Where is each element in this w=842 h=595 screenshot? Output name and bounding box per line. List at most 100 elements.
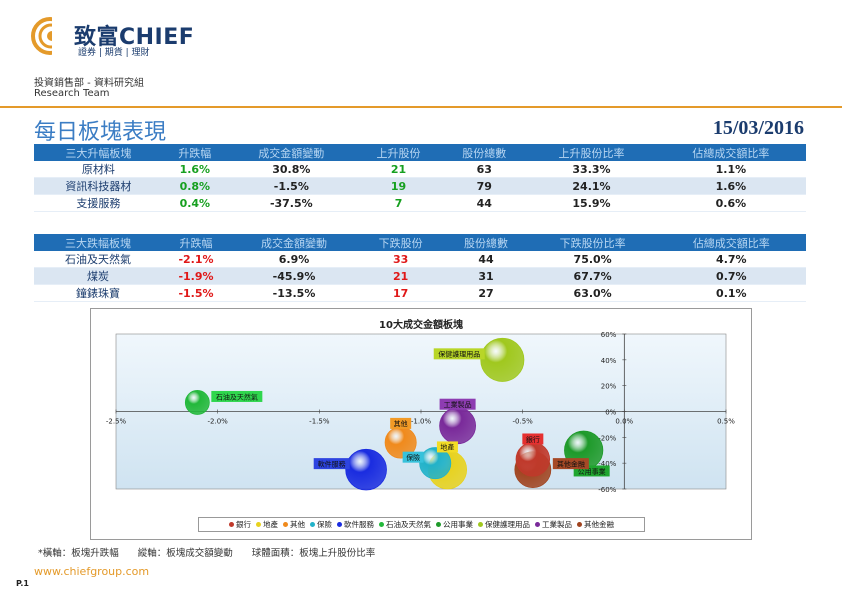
legend-item: 公用事業 — [436, 519, 473, 530]
x-tick-label: 0.5% — [717, 418, 735, 426]
team-label: Research Team — [34, 88, 110, 99]
column-header: 升跌幅 — [162, 144, 227, 161]
x-tick-label: -1.5% — [309, 418, 330, 426]
bubble-9 — [439, 407, 477, 445]
logo-brand: 致富CHIEF — [74, 25, 195, 50]
x-tick-label: -2.0% — [208, 418, 229, 426]
change-cell: 1.6% — [162, 161, 227, 178]
legend-item: 工業製品 — [535, 519, 572, 530]
turnover-change-cell: -45.9% — [230, 267, 358, 285]
bubble-6 — [184, 390, 210, 415]
data-label: 軟件服務 — [318, 459, 346, 468]
bubble-5 — [345, 448, 387, 491]
change-cell: 0.4% — [162, 194, 227, 212]
legend-item: 保健護理用品 — [478, 519, 530, 530]
legend-label: 保健護理用品 — [485, 520, 530, 529]
y-tick-label: 60% — [601, 331, 617, 339]
y-tick-label: -40% — [598, 460, 616, 468]
change-cell: -2.1% — [161, 251, 230, 268]
advancers-cell: 21 — [355, 161, 442, 178]
table-row: 石油及天然氣 -2.1% 6.9% 33 44 75.0% 4.7% — [34, 251, 806, 268]
advance-ratio-cell: 24.1% — [527, 177, 656, 195]
legend-swatch — [535, 522, 540, 527]
data-label-bg — [433, 348, 485, 360]
bubble-chart: 10大成交金額板塊 -2.5% -2.0% -1.5% -1.0% -0.5% 0.0% 0… — [106, 318, 735, 494]
logo-tagline: 證券 | 期貨 | 理財 — [78, 48, 150, 58]
change-cell: -1.9% — [161, 267, 230, 285]
company-logo: 致富CHIEF 證券 | 期貨 | 理財 — [30, 16, 240, 58]
decline-ratio-cell: 67.7% — [528, 267, 657, 285]
table-row: 煤炭 -1.9% -45.9% 21 31 67.7% 0.7% — [34, 267, 806, 285]
table-row: 資訊科技器材 0.8% -1.5% 19 79 24.1% 1.6% — [34, 177, 806, 195]
page-number: P.1 — [16, 579, 29, 588]
total-stocks-cell: 27 — [443, 284, 529, 302]
decline-ratio-cell: 63.0% — [528, 284, 657, 302]
total-stocks-cell: 31 — [443, 267, 529, 285]
column-header: 股份總數 — [441, 144, 528, 161]
table-row: 原材料 1.6% 30.8% 21 63 33.3% 1.1% — [34, 161, 806, 178]
legend-swatch — [310, 522, 315, 527]
sector-name: 支援服務 — [34, 194, 163, 212]
x-tick-label: -0.5% — [513, 418, 534, 426]
sector-name: 鐘錶珠寶 — [34, 284, 162, 302]
column-header: 下跌股份 — [357, 234, 444, 251]
column-header: 股份總數 — [443, 234, 529, 251]
sector-name: 煤炭 — [34, 267, 162, 285]
x-tick-label: 0.0% — [615, 418, 633, 426]
column-header: 升跌幅 — [161, 234, 230, 251]
column-header: 三大升幅板塊 — [34, 144, 163, 161]
legend-swatch — [337, 522, 342, 527]
legend-item: 軟件服務 — [337, 519, 374, 530]
sector-name: 原材料 — [34, 161, 163, 178]
turnover-change-cell: 6.9% — [230, 251, 358, 268]
turnover-change-cell: -13.5% — [230, 284, 358, 302]
column-header: 佔總成交額比率 — [656, 234, 806, 251]
turnover-share-cell: 1.1% — [655, 161, 806, 178]
data-label: 其他 — [394, 419, 408, 428]
turnover-change-cell: -37.5% — [226, 194, 356, 212]
data-label-bg — [402, 451, 424, 463]
website-link[interactable]: www.chiefgroup.com — [34, 565, 150, 578]
table-row: 支援服務 0.4% -37.5% 7 44 15.9% 0.6% — [34, 194, 806, 212]
column-header: 上升股份比率 — [527, 144, 656, 161]
y-tick-label: -20% — [598, 434, 616, 442]
turnover-share-cell: 1.6% — [655, 177, 806, 195]
legend-swatch — [436, 522, 441, 527]
data-label: 其他金融 — [557, 459, 585, 468]
x-tick-label: -1.0% — [411, 418, 432, 426]
column-header: 成交金額變動 — [230, 234, 358, 251]
data-label-bg — [390, 417, 412, 429]
top-gainers-table: 三大升幅板塊 升跌幅 成交金額變動 上升股份 股份總數 上升股份比率 佔總成交額… — [34, 144, 806, 212]
x-tick-label: -2.5% — [106, 418, 127, 426]
column-header: 上升股份 — [355, 144, 442, 161]
legend-swatch — [256, 522, 261, 527]
data-label: 保險 — [406, 453, 420, 462]
data-label-bg — [573, 465, 610, 477]
data-label: 工業製品 — [444, 400, 472, 409]
bubble-8 — [480, 337, 525, 382]
advancers-cell: 19 — [355, 177, 442, 195]
decliners-cell: 17 — [357, 284, 444, 302]
top-losers-table: 三大跌幅板塊 升跌幅 成交金額變動 下跌股份 股份總數 下跌股份比率 佔總成交額… — [34, 234, 806, 302]
chart-legend: 銀行 地產 其他 保險 軟件服務 石油及天然氣 公用事業 保健護理用品 工業製品 其他金融 — [198, 517, 645, 532]
data-label-bg — [211, 390, 263, 402]
column-header: 佔總成交額比率 — [655, 144, 806, 161]
decline-ratio-cell: 75.0% — [528, 251, 657, 268]
chart-title: 10大成交金額板塊 — [379, 318, 463, 331]
legend-swatch — [379, 522, 384, 527]
bubble-chart-frame: 10大成交金額板塊 -2.5% -2.0% -1.5% -1.0% -0.5% 0.0% 0… — [90, 308, 752, 540]
change-cell: -1.5% — [161, 284, 230, 302]
decliners-cell: 33 — [357, 251, 444, 268]
turnover-share-cell: 0.6% — [655, 194, 806, 212]
legend-label: 銀行 — [236, 520, 251, 529]
column-header: 三大跌幅板塊 — [34, 234, 162, 251]
y-tick-label: -60% — [598, 486, 616, 494]
y-tick-label: 20% — [601, 383, 617, 391]
data-label: 地產 — [440, 443, 454, 452]
column-header: 下跌股份比率 — [528, 234, 657, 251]
legend-label: 其他 — [290, 520, 305, 529]
sector-name: 石油及天然氣 — [34, 251, 162, 268]
turnover-change-cell: 30.8% — [226, 161, 356, 178]
bubble-4 — [419, 447, 452, 480]
change-cell: 0.8% — [162, 177, 227, 195]
